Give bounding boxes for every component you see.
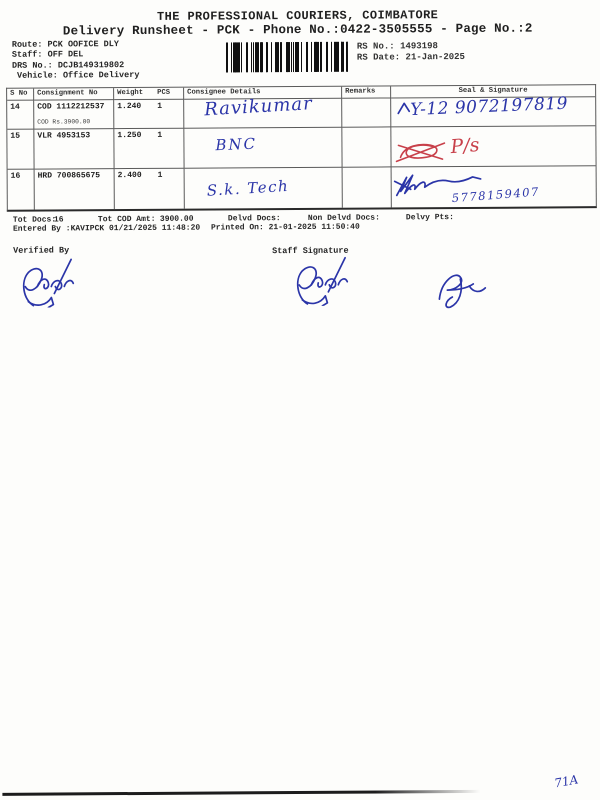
col-header-weight-pcs: Weight PCS (114, 87, 185, 101)
tot-docs-value: 16 (53, 215, 64, 225)
row15-consignee-cell (184, 127, 343, 169)
row16-consignment: HRD 700865675 (34, 169, 115, 210)
rs-no-value: 1493198 (400, 41, 438, 52)
row14-remarks-cell (342, 98, 392, 128)
row15-remarks-cell (342, 127, 392, 168)
row14-sno: 14 (7, 100, 35, 130)
delvd-docs-label: Delvd Docs: (227, 214, 281, 224)
col-header-remarks: Remarks (342, 86, 392, 99)
staff-value: OFF DEL (47, 49, 84, 60)
rs-date-label: RS Date: (356, 52, 401, 63)
col-header-pcs: PCS (157, 88, 171, 97)
row14-weight-pcs: 1.240 1 (114, 99, 185, 130)
row15-seal-handwriting: P/s (449, 133, 481, 159)
tot-cod-value: 3900.00 (159, 214, 194, 224)
row14-consignment: COD 1112212537 COD Rs.3900.00 (34, 100, 115, 130)
route-value: PCK OOFICE DLY (47, 39, 119, 50)
row16-remarks-cell (342, 167, 392, 208)
rs-info-block: RS No.: 1493198 RS Date: 21-Jan-2025 (357, 41, 465, 64)
row15-weight-pcs: 1.250 1 (114, 128, 185, 170)
drs-label: DRS No.: (11, 60, 53, 71)
rs-no-label: RS No.: (356, 41, 395, 52)
page-corner-mark: 71A (553, 772, 580, 791)
scan-bottom-edge (2, 789, 481, 796)
row16-sno: 16 (7, 169, 35, 210)
rs-date-value: 21-Jan-2025 (405, 51, 465, 63)
row14-pen-mark-icon (397, 102, 411, 115)
vehicle-label: Vehicle: (16, 70, 58, 81)
non-delvd-docs-label: Non Delvd Docs: (307, 213, 380, 223)
barcode (225, 41, 348, 73)
col-header-weight: Weight (117, 88, 144, 98)
staff-label: Staff: (11, 49, 43, 61)
verified-by-signature-icon (22, 258, 75, 308)
extra-signature-icon (438, 274, 487, 309)
drs-value: DCJB149319802 (57, 59, 125, 71)
route-label: Route: (11, 39, 43, 50)
col-header-sno: S No (7, 88, 35, 101)
row16-signature-icon (393, 174, 482, 197)
row14-cod-amount: COD Rs.3900.00 (37, 118, 91, 126)
col-header-consignment: Consignment No (34, 88, 115, 101)
entered-by-line: Entered By :KAVIPCK 01/21/2025 11:48:20 (12, 223, 201, 234)
row15-consignment: VLR 4953153 (34, 129, 115, 170)
row15-consignee-handwriting: BNC (215, 134, 258, 155)
row15-red-scribble-icon (395, 142, 446, 163)
row15-sno: 15 (7, 129, 35, 170)
delvy-pts-label: Delvy Pts: (405, 213, 454, 223)
shipment-info-block: Route: PCK OOFICE DLY Staff: OFF DEL DRS… (12, 39, 140, 81)
printed-on-line: Printed On: 21-01-2025 11:50:40 (210, 222, 360, 233)
vehicle-value: Office Delivery (62, 70, 140, 81)
tot-cod-label: Tot COD Amt: (97, 214, 156, 225)
page-subtitle: Delivery Runsheet - PCK - Phone No.:0422… (62, 21, 533, 39)
tot-docs-label: Tot Docs: (12, 215, 57, 225)
verified-by-label: Verified By (13, 245, 70, 256)
staff-signature-icon (296, 256, 349, 307)
row16-weight-pcs: 2.400 1 (114, 168, 185, 210)
